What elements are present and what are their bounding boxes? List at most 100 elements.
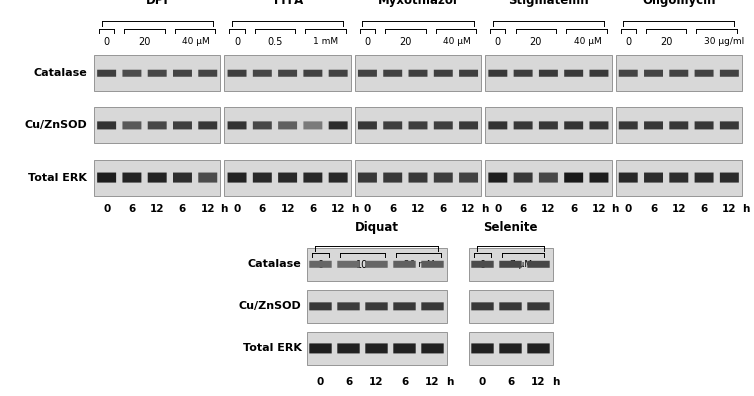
Text: 0: 0 <box>494 204 501 214</box>
Text: 10: 10 <box>357 260 369 270</box>
Text: 12: 12 <box>541 204 556 214</box>
FancyBboxPatch shape <box>94 160 220 196</box>
FancyBboxPatch shape <box>337 343 360 354</box>
Text: 6: 6 <box>700 204 708 214</box>
Text: 20: 20 <box>139 37 151 47</box>
Text: Stigmatellin: Stigmatellin <box>508 0 589 7</box>
Text: 0: 0 <box>317 260 323 270</box>
Text: 6: 6 <box>345 377 352 387</box>
Text: 12: 12 <box>201 204 215 214</box>
Text: 20: 20 <box>399 37 412 47</box>
FancyBboxPatch shape <box>253 173 271 183</box>
FancyBboxPatch shape <box>670 173 688 183</box>
FancyBboxPatch shape <box>306 290 446 323</box>
Text: 0: 0 <box>103 37 109 47</box>
Text: 6: 6 <box>259 204 266 214</box>
FancyBboxPatch shape <box>486 107 611 143</box>
FancyBboxPatch shape <box>278 122 297 129</box>
FancyBboxPatch shape <box>148 173 167 183</box>
FancyBboxPatch shape <box>486 55 611 91</box>
Text: Selenite: Selenite <box>483 221 538 234</box>
Text: 12: 12 <box>532 377 546 387</box>
FancyBboxPatch shape <box>394 302 415 310</box>
Text: 6: 6 <box>570 204 578 214</box>
Text: 12: 12 <box>150 204 164 214</box>
Text: h: h <box>481 204 489 214</box>
FancyBboxPatch shape <box>148 70 167 77</box>
FancyBboxPatch shape <box>564 122 583 129</box>
FancyBboxPatch shape <box>615 55 742 91</box>
FancyBboxPatch shape <box>564 173 583 183</box>
FancyBboxPatch shape <box>337 302 360 310</box>
Text: 0: 0 <box>103 204 110 214</box>
FancyBboxPatch shape <box>434 70 452 77</box>
FancyBboxPatch shape <box>94 107 220 143</box>
Text: 0: 0 <box>495 37 501 47</box>
Text: 6: 6 <box>179 204 186 214</box>
Text: 0: 0 <box>625 37 631 47</box>
FancyBboxPatch shape <box>97 70 116 77</box>
FancyBboxPatch shape <box>173 173 192 183</box>
Text: Cu/ZnSOD: Cu/ZnSOD <box>24 120 87 130</box>
Text: 0: 0 <box>479 377 486 387</box>
FancyBboxPatch shape <box>253 122 271 129</box>
Text: 30 μg/ml: 30 μg/ml <box>704 37 744 46</box>
FancyBboxPatch shape <box>94 55 220 91</box>
FancyBboxPatch shape <box>394 261 415 268</box>
Text: Catalase: Catalase <box>33 68 87 78</box>
FancyBboxPatch shape <box>225 55 351 91</box>
FancyBboxPatch shape <box>421 343 443 354</box>
FancyBboxPatch shape <box>365 343 388 354</box>
Text: 40 μM: 40 μM <box>443 37 471 46</box>
FancyBboxPatch shape <box>383 173 402 183</box>
Text: 7 μM: 7 μM <box>510 260 532 269</box>
FancyBboxPatch shape <box>306 332 446 365</box>
Text: DPI: DPI <box>146 0 169 7</box>
FancyBboxPatch shape <box>394 343 415 354</box>
FancyBboxPatch shape <box>670 122 688 129</box>
FancyBboxPatch shape <box>329 70 348 77</box>
FancyBboxPatch shape <box>97 173 116 183</box>
Text: h: h <box>553 377 560 387</box>
FancyBboxPatch shape <box>619 70 638 77</box>
FancyBboxPatch shape <box>198 122 217 129</box>
Text: h: h <box>220 204 228 214</box>
FancyBboxPatch shape <box>329 122 348 129</box>
FancyBboxPatch shape <box>409 173 428 183</box>
FancyBboxPatch shape <box>122 173 142 183</box>
Text: 0: 0 <box>480 260 486 270</box>
Text: 6: 6 <box>520 204 527 214</box>
Text: 12: 12 <box>592 204 606 214</box>
Text: 6: 6 <box>440 204 447 214</box>
Text: 0.5: 0.5 <box>267 37 283 47</box>
Text: 20 mM: 20 mM <box>404 260 435 269</box>
FancyBboxPatch shape <box>421 302 443 310</box>
FancyBboxPatch shape <box>499 302 522 310</box>
Text: h: h <box>742 204 749 214</box>
FancyBboxPatch shape <box>434 122 452 129</box>
FancyBboxPatch shape <box>694 70 713 77</box>
Text: 40 μM: 40 μM <box>182 37 210 46</box>
FancyBboxPatch shape <box>358 70 377 77</box>
Text: Total ERK: Total ERK <box>28 173 87 183</box>
FancyBboxPatch shape <box>309 302 332 310</box>
FancyBboxPatch shape <box>644 70 663 77</box>
FancyBboxPatch shape <box>471 302 494 310</box>
Text: Diquat: Diquat <box>354 221 399 234</box>
FancyBboxPatch shape <box>615 107 742 143</box>
FancyBboxPatch shape <box>225 160 351 196</box>
FancyBboxPatch shape <box>590 173 608 183</box>
FancyBboxPatch shape <box>228 173 247 183</box>
FancyBboxPatch shape <box>590 122 608 129</box>
Text: h: h <box>611 204 619 214</box>
Text: Catalase: Catalase <box>248 259 302 269</box>
FancyBboxPatch shape <box>468 290 553 323</box>
FancyBboxPatch shape <box>539 70 558 77</box>
FancyBboxPatch shape <box>486 160 611 196</box>
FancyBboxPatch shape <box>527 261 550 268</box>
FancyBboxPatch shape <box>527 302 550 310</box>
FancyBboxPatch shape <box>720 173 739 183</box>
FancyBboxPatch shape <box>409 70 428 77</box>
FancyBboxPatch shape <box>468 248 553 281</box>
Text: 6: 6 <box>401 377 408 387</box>
